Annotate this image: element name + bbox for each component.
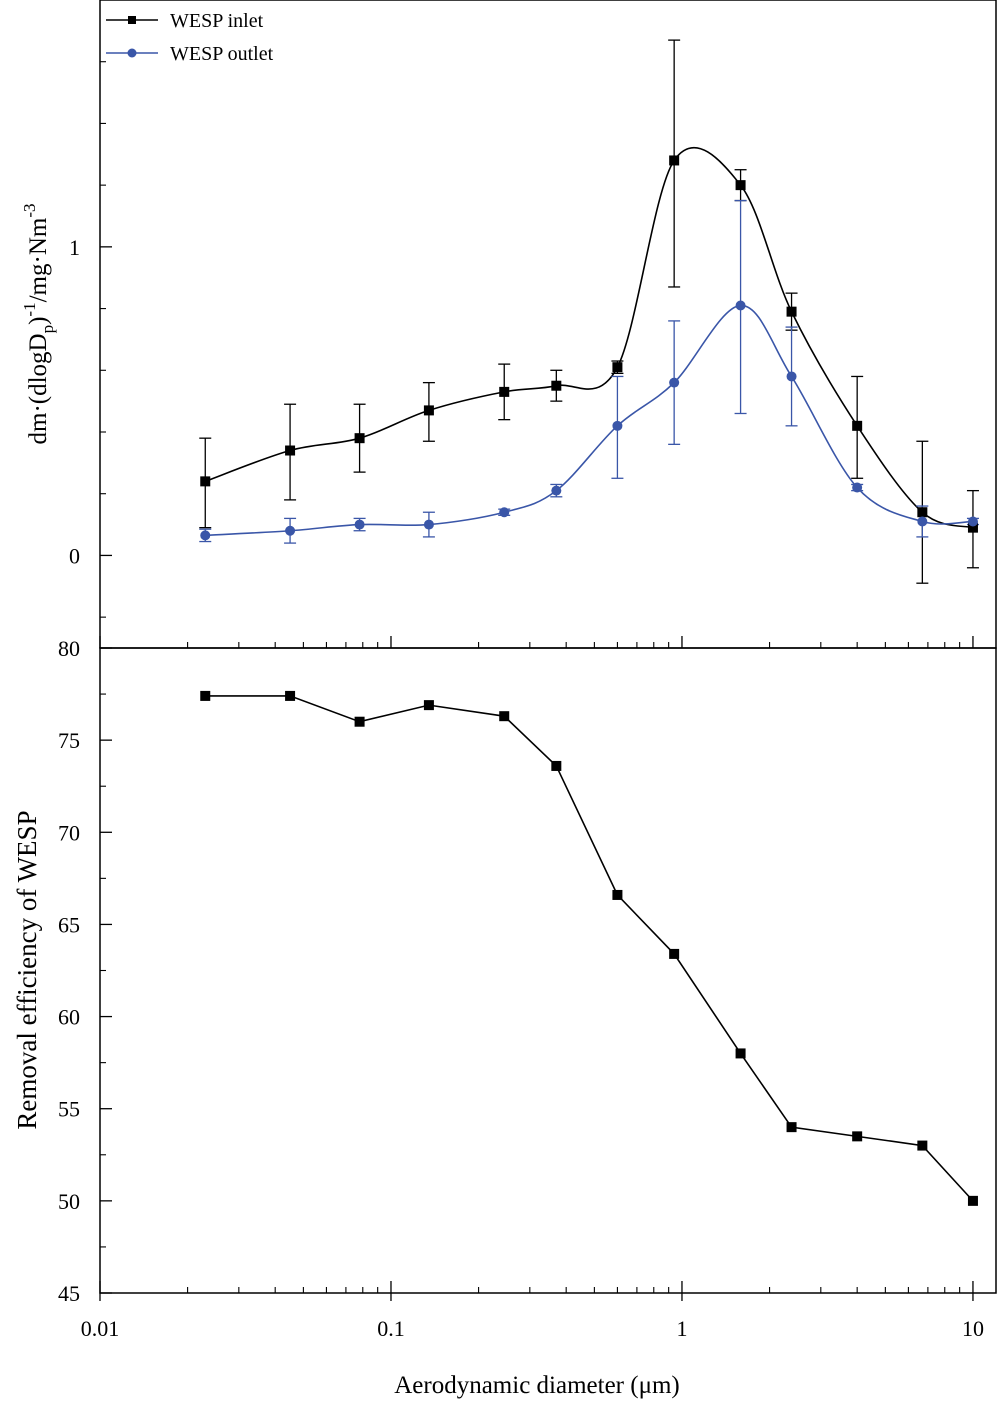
data-point-outlet [499, 507, 510, 518]
data-point-efficiency [852, 1131, 863, 1142]
top-legend: WESP inlet WESP outlet [106, 10, 274, 65]
data-point-inlet [200, 476, 211, 487]
top-panel: 01 WESP inlet WESP outlet dm·(dlogDp)-1/… [20, 0, 997, 649]
data-point-efficiency [423, 700, 434, 711]
data-point-outlet [917, 516, 928, 527]
x-tick-label: 0.1 [377, 1316, 405, 1341]
legend-outlet-label: WESP outlet [170, 43, 274, 65]
x-axis-title: Aerodynamic diameter (μm) [394, 1372, 680, 1399]
bottom-plot-frame [99, 647, 997, 1294]
top-y-axis-title: dm·(dlogDp)-1/mg·Nm-3 [20, 204, 57, 445]
x-axis-ticks: 0.01 0.1 1 10 [81, 636, 984, 1341]
x-tick-label: 1 [676, 1316, 687, 1341]
top-y-tick-label: 1 [69, 235, 80, 260]
top-plot-frame [99, 0, 997, 649]
data-point-inlet [786, 306, 797, 317]
bottom-y-tick-label: 60 [58, 1005, 80, 1030]
bottom-y-axis-title: Removal efficiency of WESP [12, 810, 42, 1129]
data-point-inlet [612, 362, 623, 373]
data-point-inlet [917, 507, 928, 518]
bottom-y-tick-label: 45 [58, 1281, 80, 1306]
bottom-y-tick-label: 55 [58, 1097, 80, 1122]
data-point-efficiency [967, 1195, 978, 1206]
data-point-inlet [285, 445, 296, 456]
data-point-inlet [735, 180, 746, 191]
data-point-efficiency [786, 1122, 797, 1133]
top-y-tick-label: 0 [69, 543, 80, 568]
data-point-efficiency [200, 690, 211, 701]
data-point-inlet [423, 405, 434, 416]
data-point-outlet [735, 300, 746, 311]
data-point-efficiency [735, 1048, 746, 1059]
top-series-layer [199, 39, 979, 584]
data-point-outlet [200, 530, 211, 541]
data-point-outlet [786, 371, 797, 382]
data-point-efficiency [612, 889, 623, 900]
x-tick-label: 0.01 [81, 1316, 120, 1341]
bottom-y-ticks: 45 50 55 60 65 70 75 80 [58, 636, 112, 1306]
bottom-series-layer [200, 690, 978, 1206]
top-series-line-inlet [204, 146, 974, 529]
bottom-y-tick-label: 70 [58, 820, 80, 845]
bottom-y-tick-label: 50 [58, 1189, 80, 1214]
data-point-outlet [852, 482, 863, 493]
removal-efficiency-line [205, 695, 974, 1202]
x-tick-label: 10 [962, 1316, 984, 1341]
data-point-efficiency [917, 1140, 928, 1151]
data-point-outlet [423, 519, 434, 530]
data-point-outlet [669, 377, 680, 388]
data-point-inlet [354, 433, 365, 444]
bottom-panel: 45 50 55 60 65 70 75 80 0.01 0.1 1 10 Removal effi… [12, 636, 997, 1399]
bottom-y-tick-label: 75 [58, 728, 80, 753]
data-point-outlet [354, 519, 365, 530]
data-point-outlet [285, 525, 296, 536]
data-point-outlet [967, 516, 978, 527]
data-point-efficiency [354, 716, 365, 727]
data-point-efficiency [551, 760, 562, 771]
data-point-inlet [852, 420, 863, 431]
data-point-inlet [551, 380, 562, 391]
data-point-outlet [612, 420, 623, 431]
data-point-efficiency [285, 690, 296, 701]
data-point-inlet [499, 386, 510, 397]
data-point-inlet [669, 155, 680, 166]
legend-inlet-label: WESP inlet [170, 10, 264, 32]
data-point-efficiency [669, 948, 680, 959]
data-point-inlet [967, 522, 978, 533]
top-y-ticks: 01 [69, 61, 112, 618]
data-point-efficiency [499, 711, 510, 722]
bottom-y-tick-label: 80 [58, 636, 80, 661]
data-point-outlet [551, 485, 562, 496]
bottom-y-tick-label: 65 [58, 912, 80, 937]
